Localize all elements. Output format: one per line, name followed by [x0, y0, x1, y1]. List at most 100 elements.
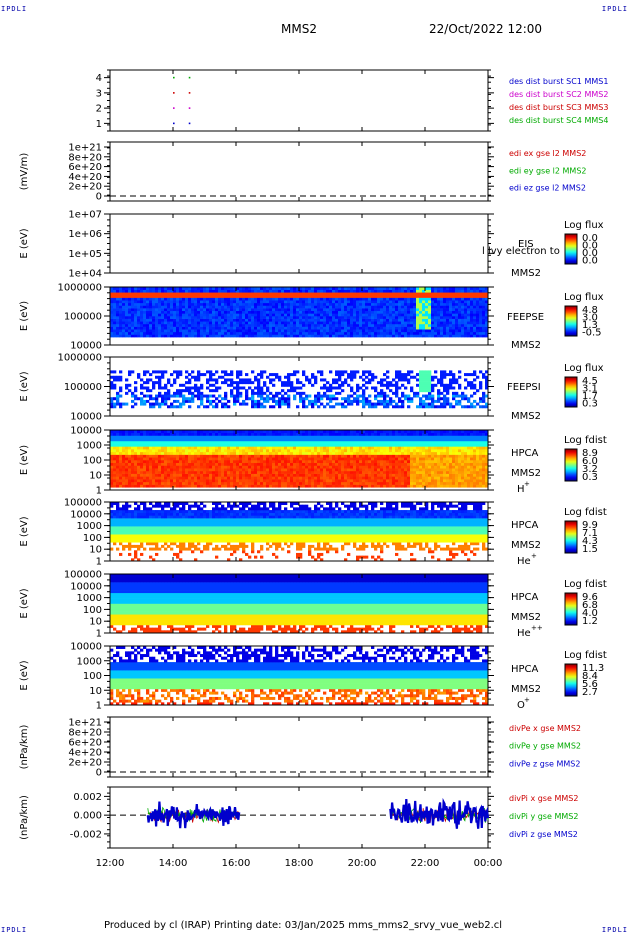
heatmap-cell [200, 479, 204, 483]
heatmap-cell [182, 449, 186, 453]
heatmap-cell [158, 462, 162, 466]
heatmap-cell [170, 323, 174, 327]
heatmap-cell [134, 292, 138, 296]
heatmap-cell [305, 308, 309, 312]
heatmap-cell [419, 313, 423, 317]
heatmap-cell [116, 470, 120, 474]
heatmap-cell [464, 297, 468, 301]
heatmap-cell [239, 457, 243, 461]
heatmap-cell [131, 468, 135, 472]
heatmap-cell [233, 440, 237, 444]
heatmap-cell [275, 446, 279, 450]
heatmap-cell [215, 484, 219, 488]
heatmap-cell [143, 313, 147, 317]
heatmap-cell [251, 370, 255, 374]
heatmap-cell [416, 383, 420, 387]
heatmap-cell [419, 331, 423, 335]
heatmap-cell [197, 465, 201, 469]
heatmap-cell [446, 334, 450, 338]
heatmap-cell [146, 449, 150, 453]
heatmap-cell [284, 329, 288, 333]
heatmap-cell [302, 479, 306, 483]
heatmap-cell [227, 454, 231, 458]
heatmap-cell [233, 316, 237, 319]
heatmap-cell [248, 292, 252, 296]
heatmap-cell [116, 323, 120, 327]
heatmap-cell [140, 399, 144, 403]
heatmap-cell [113, 302, 117, 306]
heatmap-cell [449, 302, 453, 306]
heatmap-cell [173, 334, 177, 338]
heatmap-cell [194, 449, 198, 453]
heatmap-cell [353, 302, 357, 306]
heatmap-cell [269, 432, 273, 436]
heatmap-cell [242, 289, 246, 293]
heatmap-cell [194, 386, 198, 390]
colorbar [564, 233, 578, 265]
heatmap-cell [386, 402, 390, 406]
heatmap-cell [197, 432, 201, 436]
heatmap-cell [164, 449, 168, 453]
heatmap-cell [341, 308, 345, 312]
heatmap-cell [137, 289, 141, 293]
heatmap-cell [206, 462, 210, 466]
heatmap-cell [437, 318, 441, 322]
heatmap-cell [347, 310, 351, 314]
heatmap-cell [266, 389, 270, 393]
heatmap-cell [449, 297, 453, 301]
heatmap-cell [215, 443, 219, 447]
heatmap-cell [338, 316, 342, 319]
heatmap-cell [374, 331, 378, 335]
heatmap-cell [308, 310, 312, 314]
heatmap-cell [245, 300, 249, 304]
heatmap-cell [479, 305, 483, 309]
heatmap-cell [134, 473, 138, 477]
heatmap-cell [146, 484, 150, 488]
heatmap-cell [290, 449, 294, 453]
heatmap-cell [179, 294, 183, 298]
heatmap-cell [170, 476, 174, 480]
heatmap-cell [212, 473, 216, 477]
heatmap-cell [290, 386, 294, 390]
heatmap-cell [395, 321, 399, 325]
heatmap-cell [284, 443, 288, 447]
heatmap-cell [284, 468, 288, 472]
heatmap-cell [311, 329, 315, 333]
heatmap-cell [275, 476, 279, 480]
heatmap-cell [302, 287, 306, 290]
heatmap-cell [347, 397, 351, 401]
heatmap-cell [464, 289, 468, 293]
heatmap-cell [155, 329, 159, 333]
heatmap-cell [287, 287, 291, 290]
heatmap-cell [437, 391, 441, 395]
heatmap-cell [323, 302, 327, 306]
heatmap-cell [137, 323, 141, 327]
heatmap-cell [266, 287, 270, 290]
heatmap-cell [164, 479, 168, 483]
heatmap-cell [113, 378, 117, 382]
heatmap-cell [296, 465, 300, 469]
heatmap-cell [224, 446, 228, 450]
heatmap-cell [230, 462, 234, 466]
heatmap-cell [404, 287, 408, 290]
heatmap-cell [287, 321, 291, 325]
heatmap-cell [446, 294, 450, 298]
heatmap-cell [134, 321, 138, 325]
heatmap-cell [140, 318, 144, 322]
heatmap-cell [371, 321, 375, 325]
heatmap-cell [206, 321, 210, 325]
heatmap-cell [158, 468, 162, 472]
heatmap-cell [119, 294, 123, 298]
heatmap-cell [215, 481, 219, 485]
heatmap-cell [161, 397, 165, 401]
heatmap-cell [194, 465, 198, 469]
heatmap-cell [218, 451, 222, 455]
heatmap-cell [227, 465, 231, 469]
heatmap-cell [416, 300, 420, 304]
heatmap-cell [188, 386, 192, 390]
heatmap-cell [134, 476, 138, 480]
heatmap-cell [206, 289, 210, 293]
heatmap-cell [356, 394, 360, 398]
heatmap-cell [356, 292, 360, 296]
heatmap-cell [239, 287, 243, 290]
